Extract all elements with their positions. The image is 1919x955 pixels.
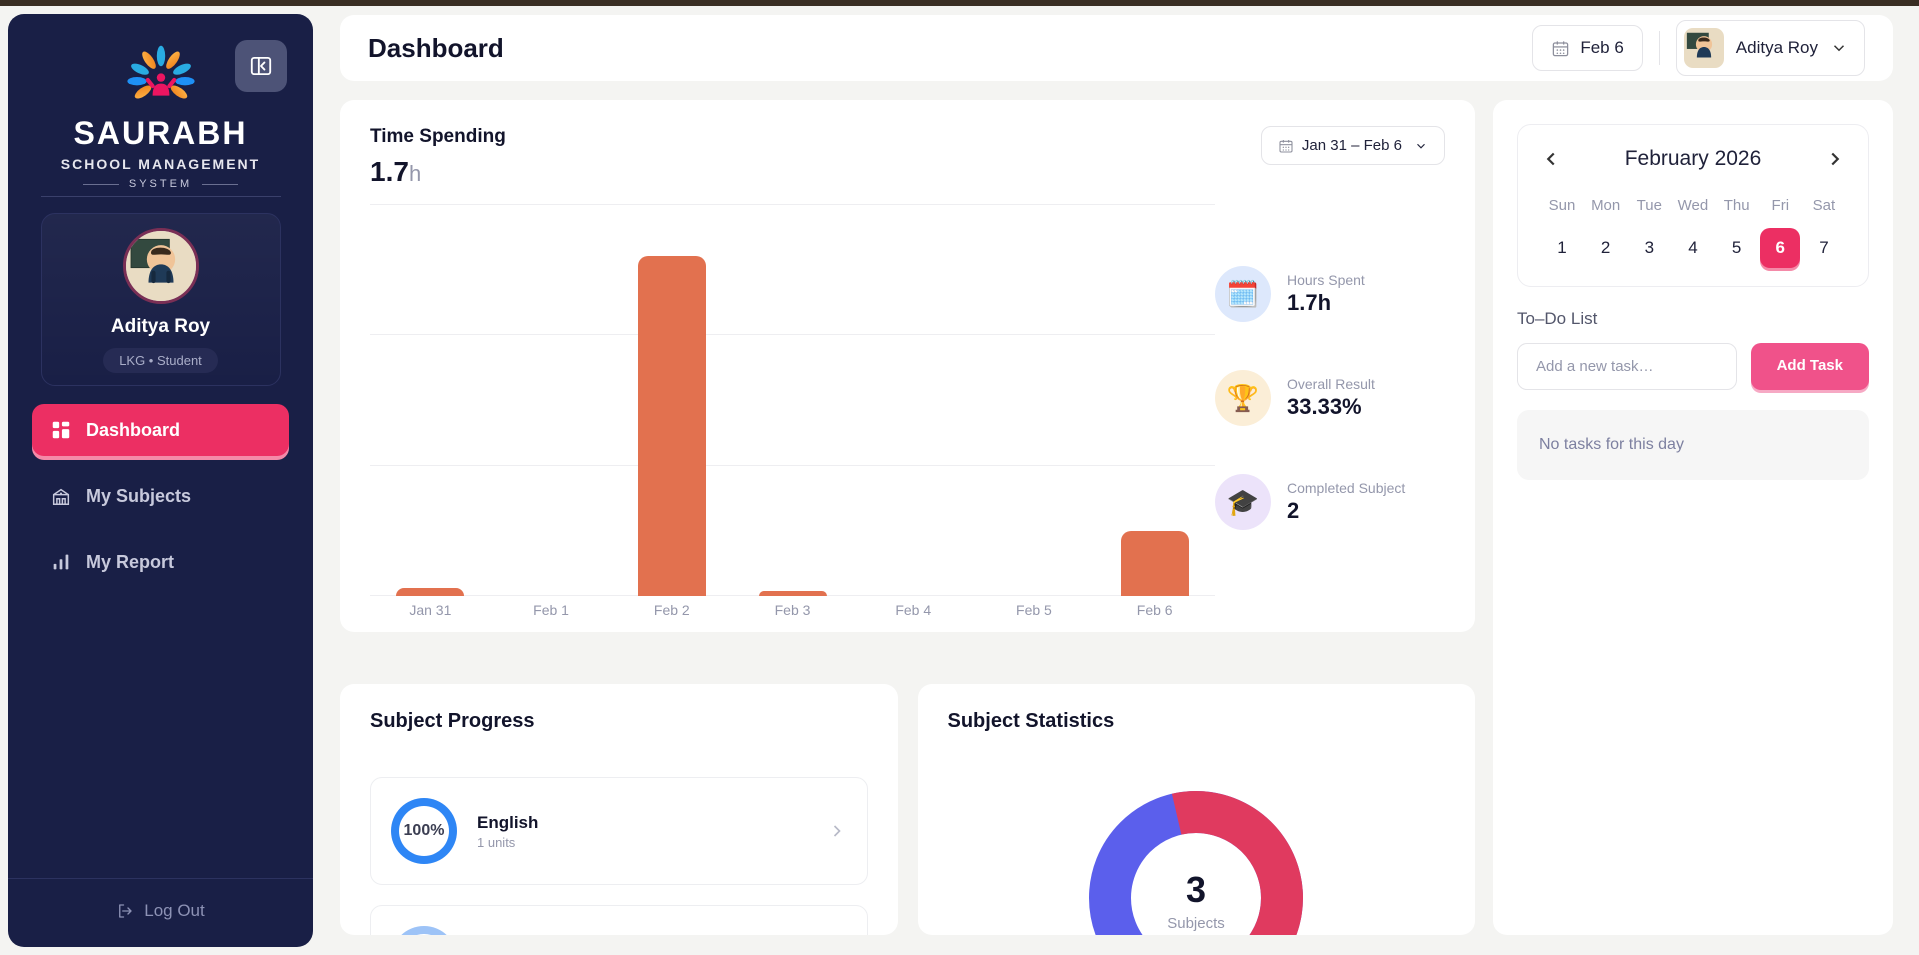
svg-text:3: 3 bbox=[1186, 869, 1206, 910]
svg-text:Subjects: Subjects bbox=[1167, 915, 1225, 932]
